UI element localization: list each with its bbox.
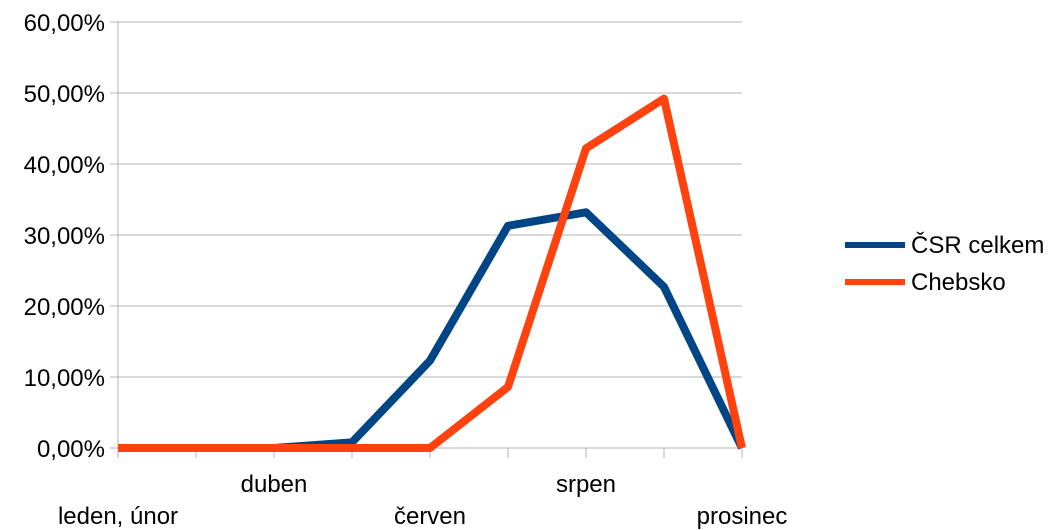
- y-tick-label: 30,00%: [24, 223, 105, 250]
- x-tick-label: prosinec: [697, 503, 788, 530]
- y-tick-label: 60,00%: [24, 10, 105, 37]
- y-tick-label: 20,00%: [24, 294, 105, 321]
- y-axis-labels: 0,00% 10,00% 20,00% 30,00% 40,00% 50,00% 60,00…: [24, 10, 105, 463]
- x-tick-label: červen: [394, 503, 466, 530]
- y-tick-label: 0,00%: [37, 436, 105, 463]
- legend: ČSR celkem Chebsko: [845, 231, 1044, 296]
- x-axis-labels: leden, únor duben červen srpen prosinec: [58, 471, 787, 530]
- x-tick-label: srpen: [556, 471, 616, 498]
- gridlines: [110, 21, 742, 449]
- legend-label: Chebsko: [911, 269, 1006, 296]
- y-tick-label: 10,00%: [24, 365, 105, 392]
- x-tick-label: duben: [241, 471, 308, 498]
- y-tick-label: 40,00%: [24, 152, 105, 179]
- series-line: [118, 94, 746, 452]
- series-lines: [118, 94, 746, 452]
- y-tick-label: 50,00%: [24, 81, 105, 108]
- legend-label: ČSR celkem: [911, 231, 1044, 259]
- series-line: [118, 208, 746, 452]
- x-tick-label: leden, únor: [58, 503, 178, 530]
- axes: [117, 22, 743, 458]
